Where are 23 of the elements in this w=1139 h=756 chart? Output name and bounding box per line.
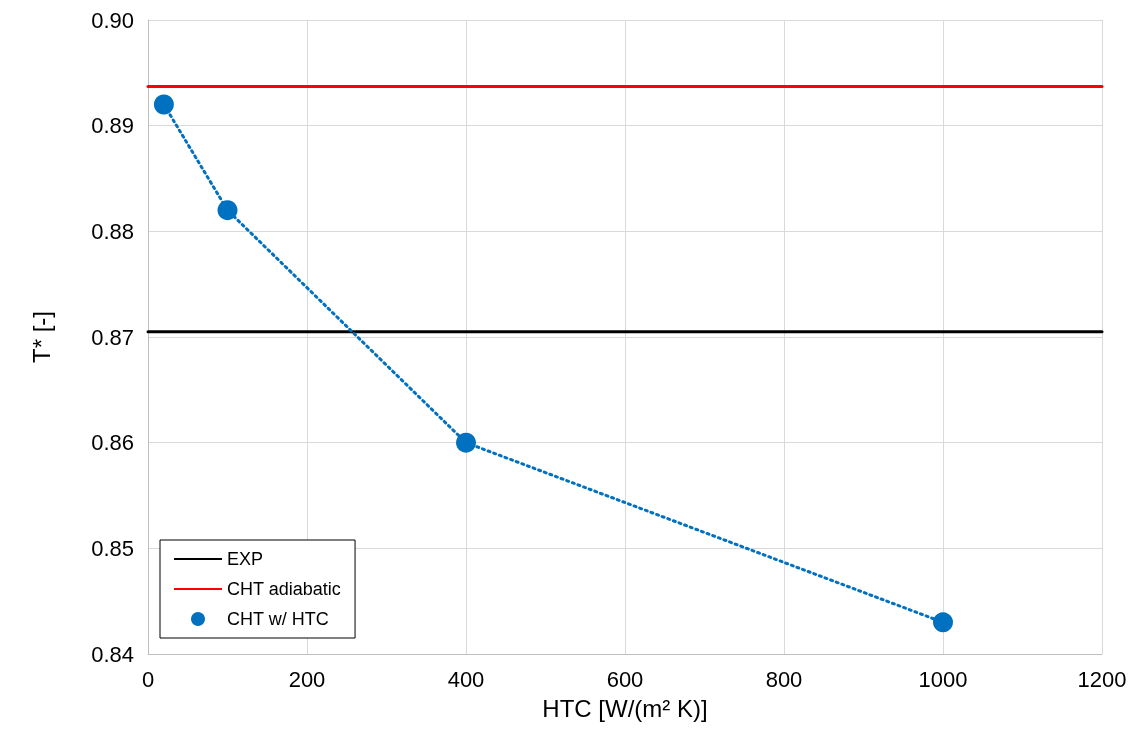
point (456, 432, 476, 453)
x-tick-label: 1200 (1077, 666, 1127, 692)
y-tick-label: 0.89 (91, 113, 134, 139)
y-axis-title: T* [-] (27, 311, 55, 363)
x-tick-label: 1000 (918, 666, 968, 692)
x-tick-label: 600 (606, 666, 644, 692)
x-tick-label: 400 (447, 666, 485, 692)
point (933, 612, 953, 633)
x-axis-title: HTC [W/(m² K)] (542, 694, 708, 722)
x-tick-label: 200 (288, 666, 326, 692)
x-tick-label: 0 (141, 666, 155, 692)
legend-label: EXP (227, 549, 264, 569)
y-tick-label: 0.84 (91, 641, 134, 667)
point (153, 94, 174, 115)
y-tick-label: 0.90 (91, 7, 134, 33)
x-tick-label: 800 (765, 666, 803, 692)
y-tick-label: 0.86 (91, 430, 134, 456)
legend-label: CHT adiabatic (227, 579, 341, 599)
point (217, 200, 238, 221)
legend-label: CHT w/ HTC (227, 609, 329, 629)
y-tick-label: 0.88 (91, 218, 134, 244)
y-tick-label: 0.85 (91, 535, 134, 561)
y-tick-label: 0.87 (91, 324, 134, 350)
